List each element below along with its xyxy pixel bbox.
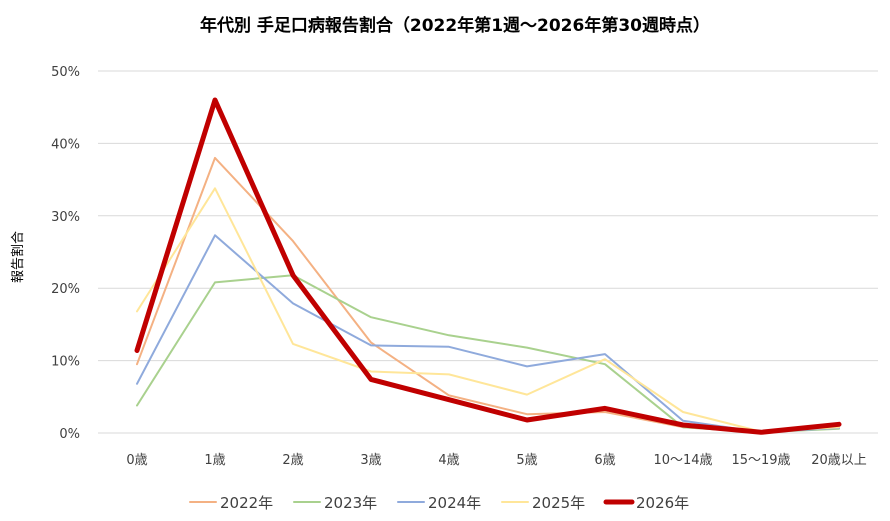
legend-label-4: 2026年 bbox=[636, 494, 689, 512]
legend-label-2: 2024年 bbox=[428, 494, 481, 512]
y-axis-title: 報告割合 bbox=[10, 231, 26, 283]
legend: 2022年 2023年 2024年 2025年 2026年 bbox=[189, 494, 689, 512]
series-lines bbox=[134, 97, 842, 435]
x-tick-label: 4歳 bbox=[438, 453, 459, 468]
x-axis-ticks: 0歳 1歳 2歳 3歳 4歳 5歳 6歳 10～14歳 15～19歳 20歳以上 bbox=[126, 453, 866, 468]
x-tick-label: 15～19歳 bbox=[731, 453, 790, 468]
y-tick-label: 20% bbox=[51, 282, 80, 297]
y-tick-label: 40% bbox=[51, 137, 80, 152]
y-tick-label: 10% bbox=[51, 355, 80, 370]
x-tick-label: 3歳 bbox=[360, 453, 381, 468]
y-tick-label: 0% bbox=[59, 427, 80, 442]
x-tick-label: 0歳 bbox=[126, 453, 147, 468]
y-tick-label: 30% bbox=[51, 210, 80, 225]
y-tick-label: 50% bbox=[51, 65, 80, 80]
series-line-0 bbox=[136, 156, 840, 434]
x-tick-label: 5歳 bbox=[516, 453, 537, 468]
x-tick-label: 1歳 bbox=[204, 453, 225, 468]
series-line-4 bbox=[134, 97, 842, 435]
legend-label-1: 2023年 bbox=[324, 494, 377, 512]
series-line-3 bbox=[136, 187, 840, 433]
x-tick-label: 2歳 bbox=[282, 453, 303, 468]
x-tick-label: 10～14歳 bbox=[653, 453, 712, 468]
legend-label-0: 2022年 bbox=[220, 494, 273, 512]
gridlines bbox=[98, 70, 878, 434]
chart-title: 年代別 手足口病報告割合（2022年第1週～2026年第30週時点） bbox=[200, 15, 710, 36]
series-line-2 bbox=[136, 234, 840, 434]
x-tick-label: 6歳 bbox=[594, 453, 615, 468]
x-tick-label: 20歳以上 bbox=[811, 453, 867, 468]
legend-label-3: 2025年 bbox=[532, 494, 585, 512]
y-axis-ticks: 0% 10% 20% 30% 40% 50% bbox=[51, 65, 80, 442]
